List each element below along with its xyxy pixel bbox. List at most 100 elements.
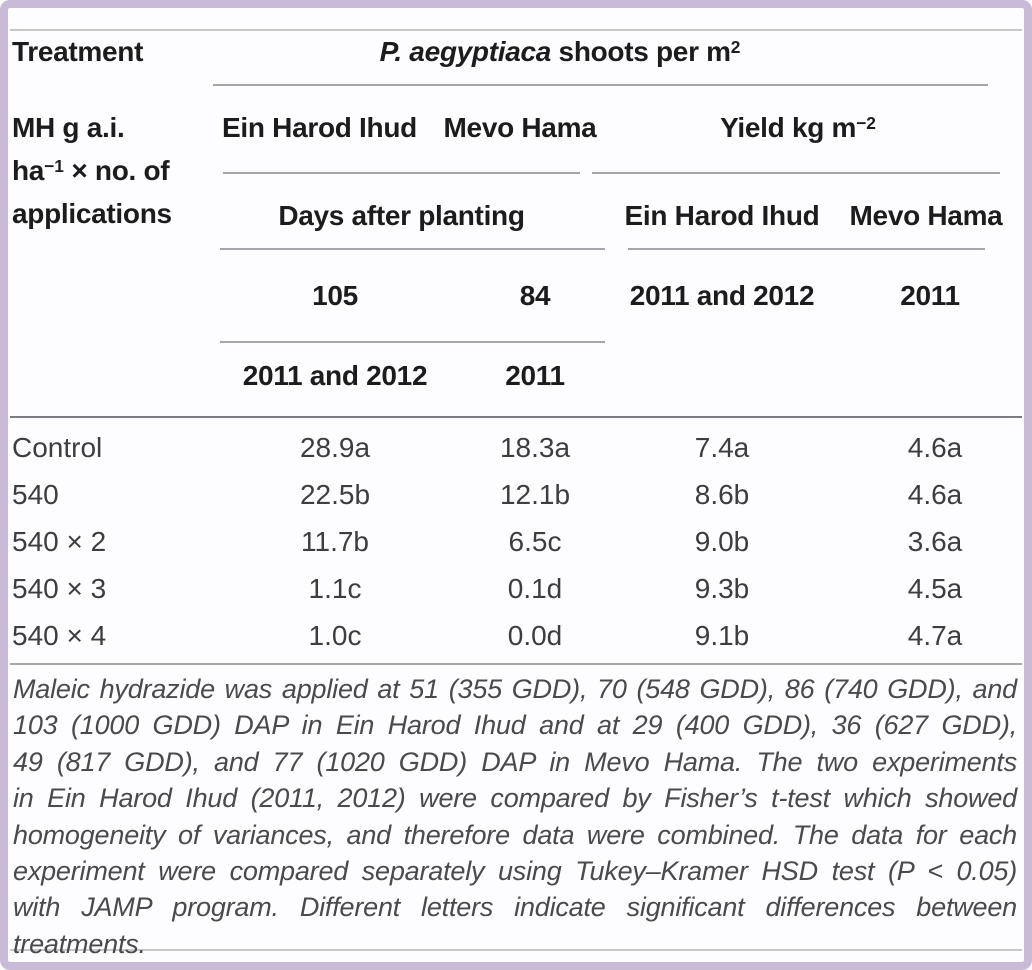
table-cell-yield-mh: 4.5a [840,569,1030,609]
table-cell-yield-mh: 4.7a [840,616,1030,656]
cell-value: 0.0d [507,620,563,651]
footnote-line: homogeneity of variances, and therefore … [13,819,1017,850]
table-row-treatment: Control [12,428,102,468]
species-name: P. aegyptiaca [379,36,552,67]
treatment-label: 540 × 3 [12,573,107,604]
table-cell-shoots-ehi: 28.9a [210,428,460,468]
yield-years-ehi: 2011 and 2012 [612,276,832,316]
group-header-rest: shoots per m [551,36,732,67]
treatment-label: Control [12,432,103,463]
footnote-line: 103 (1000 GDD) DAP in Ein Harod Ihud and… [13,710,1017,741]
footnote-line: experiment were compared separately usin… [13,856,1017,887]
shoots-site-ein-harod-ihud: Ein Harod Ihud [212,108,427,148]
table-cell-shoots-mh: 0.1d [460,569,610,609]
shoots-years-ehi: 2011 and 2012 [210,356,460,396]
table-row-treatment: 540 × 3 [12,569,106,609]
yield-group-header: Yield kg m−2 [596,108,1000,151]
footnote-line: Maleic hydrazide was applied at 51 (355 … [13,674,1017,704]
cell-value: 12.1b [499,479,571,510]
yield-header-superscript: −2 [856,112,876,133]
cell-value: 9.1b [694,620,750,651]
table-cell-yield-ehi: 7.4a [612,428,832,468]
cell-value: 18.3a [499,432,571,463]
table-cell-yield-ehi: 9.3b [612,569,832,609]
yield-years-ehi-label: 2011 and 2012 [629,280,815,311]
cell-value: 4.6a [907,479,963,510]
corner-header-label: Treatment [12,36,144,67]
cell-value: 22.5b [299,479,371,510]
yield-site-mh-label: Mevo Hama [849,200,1003,231]
cell-value: 11.7b [301,526,369,557]
rule-under-dap-values [220,341,605,343]
table-cell-yield-ehi: 8.6b [612,475,832,515]
shoots-site-ehi-label: Ein Harod Ihud [222,112,417,143]
shoots-site-mevo-hama: Mevo Hama [430,108,610,148]
footnote-line: treatments. [13,928,146,959]
stub-header-line2: ha−1 × no. of [12,151,170,194]
table-cell-shoots-mh: 12.1b [460,475,610,515]
stub-line2-superscript: −1 [44,155,64,176]
stub-header-line3: applications [12,194,172,234]
table-row-treatment: 540 × 2 [12,522,106,562]
days-after-planting-label: Days after planting [278,200,525,231]
days-after-planting-header: Days after planting [223,196,580,236]
rule-top [10,29,1022,31]
stub-line2-rest: × no. of [63,155,170,186]
treatment-label: 540 × 2 [12,526,107,557]
dap-ehi-label: 105 [312,280,358,311]
stub-line1-label: MH g a.i. [12,112,125,143]
table-cell-shoots-ehi: 1.1c [210,569,460,609]
footnote-line: with JAMP program. Different letters ind… [13,892,1017,923]
table-cell-yield-mh: 3.6a [840,522,1030,562]
yield-years-mh-label: 2011 [900,280,960,311]
rule-under-shoots-group [213,84,988,86]
table-footnote: Maleic hydrazide was applied at 51 (355 … [13,671,1017,962]
table-cell-yield-mh: 4.6a [840,428,1030,468]
yield-years-mh: 2011 [835,276,1025,316]
rule-under-yield-sites [628,248,985,250]
table-cell-shoots-ehi: 22.5b [210,475,460,515]
rule-bottom [10,949,1022,951]
dap-value-ehi: 105 [210,276,460,316]
stub-line2-base: ha [12,155,45,186]
dap-mh-label: 84 [519,280,551,311]
cell-value: 7.4a [694,432,750,463]
rule-body-footnote-separator [10,663,1022,665]
cell-value: 0.1d [507,573,563,604]
yield-site-ehi-label: Ein Harod Ihud [624,200,820,231]
group-header-shoots: P. aegyptiaca shoots per m2 [160,32,960,75]
rule-under-days-after-planting [220,248,605,250]
shoots-years-mh: 2011 [460,356,610,396]
treatment-label: 540 × 4 [12,620,107,651]
footnote-line: 49 (817 GDD), and 77 (1020 GDD) DAP in M… [13,746,1017,777]
shoots-years-mh-label: 2011 [505,360,565,391]
table-cell-yield-mh: 4.6a [840,475,1030,515]
corner-header-treatment: Treatment [12,32,143,72]
cell-value: 9.3b [694,573,750,604]
table-cell-shoots-mh: 18.3a [460,428,610,468]
cell-value: 1.0c [308,620,362,651]
rule-header-body-separator [10,416,1022,418]
cell-value: 9.0b [694,526,750,557]
stub-header-line1: MH g a.i. [12,108,125,148]
stub-line3-label: applications [12,198,172,229]
table-cell-shoots-mh: 6.5c [460,522,610,562]
table-cell-yield-ehi: 9.0b [612,522,832,562]
table-cell-yield-ehi: 9.1b [612,616,832,656]
footnote-line: in Ein Harod Ihud (2011, 2012) were comp… [13,783,1017,814]
yield-site-mevo-hama: Mevo Hama [836,196,1016,236]
cell-value: 28.9a [299,432,371,463]
shoots-years-ehi-label: 2011 and 2012 [242,360,428,391]
table-row-treatment: 540 × 4 [12,616,106,656]
cell-value: 8.6b [694,479,750,510]
yield-header-base: Yield kg m [720,112,857,143]
shoots-site-mh-label: Mevo Hama [443,112,597,143]
table-cell-shoots-ehi: 11.7b [210,522,460,562]
yield-site-ein-harod-ihud: Ein Harod Ihud [612,196,832,236]
dap-value-mh: 84 [460,276,610,316]
cell-value: 6.5c [508,526,562,557]
table-cell-shoots-ehi: 1.0c [210,616,460,656]
cell-value: 4.6a [907,432,963,463]
treatment-label: 540 [12,479,59,510]
